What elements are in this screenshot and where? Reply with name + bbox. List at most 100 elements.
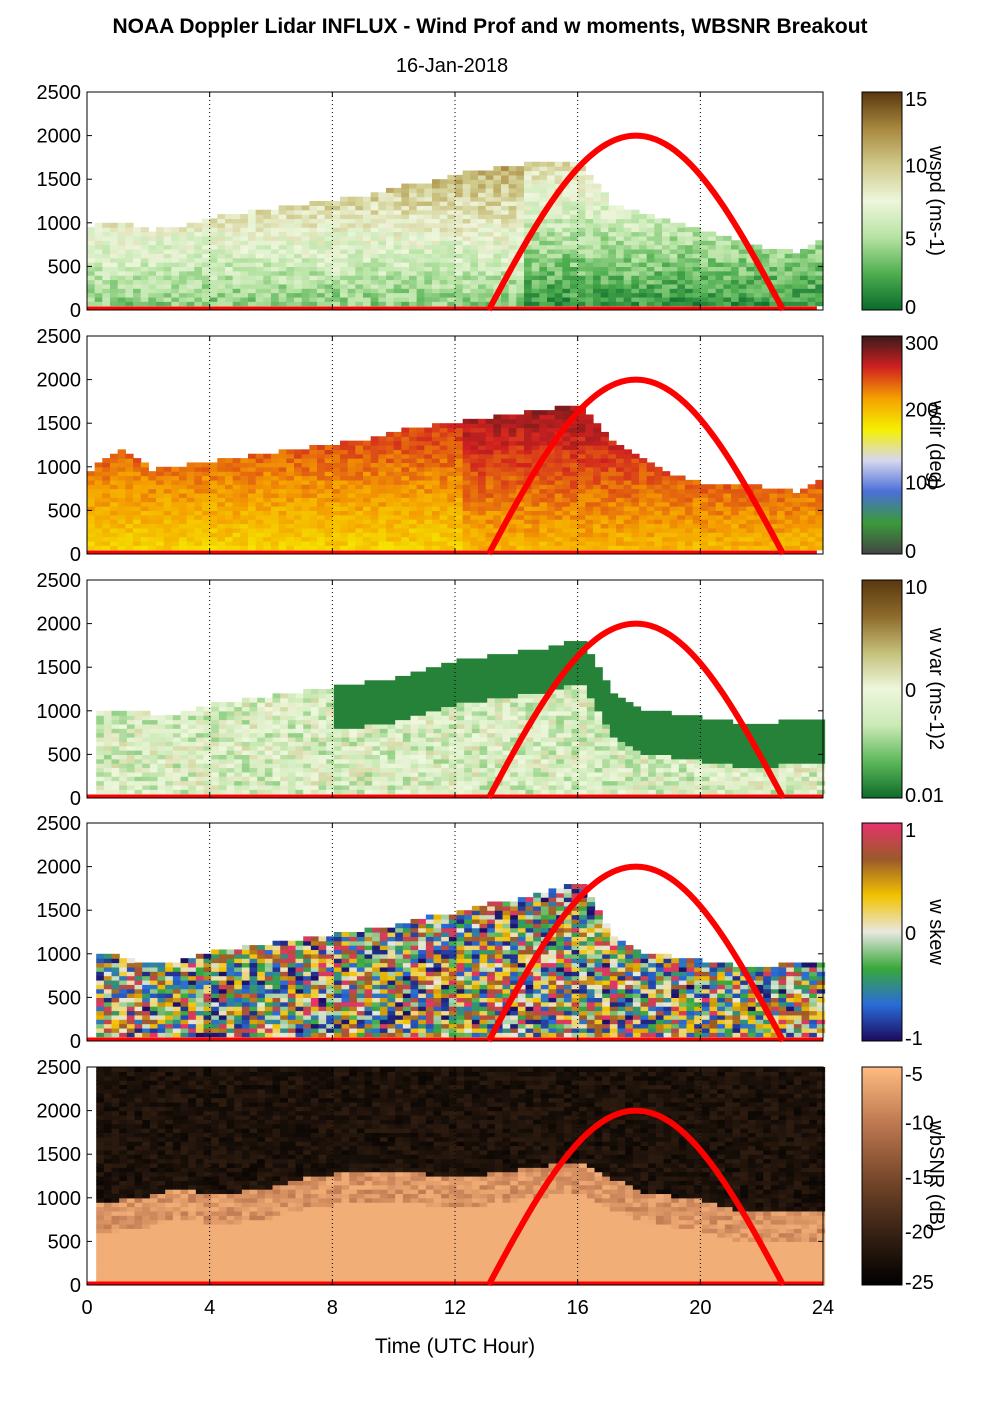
heatmap-cell <box>241 715 251 721</box>
heatmap-cell <box>194 270 203 276</box>
heatmap-cell <box>347 471 356 477</box>
heatmap-cell <box>110 506 119 511</box>
heatmap-cell <box>447 532 456 538</box>
heatmap-cell <box>280 710 289 716</box>
heatmap-cell <box>401 275 410 281</box>
heatmap-cell <box>125 466 134 472</box>
heatmap-cell <box>593 262 602 267</box>
heatmap-cell <box>623 475 632 481</box>
heatmap-cell <box>278 519 287 525</box>
heatmap-cell <box>516 436 525 442</box>
heatmap-cell <box>248 453 257 459</box>
heatmap-cell <box>240 475 249 481</box>
heatmap-cell <box>593 527 602 533</box>
heatmap-cell <box>409 183 418 189</box>
heatmap-cell <box>455 227 464 233</box>
heatmap-cell <box>516 235 525 241</box>
heatmap-cell <box>485 248 494 254</box>
heatmap-cell <box>110 275 119 281</box>
heatmap-cell <box>746 301 755 307</box>
heatmap-cell <box>447 510 456 516</box>
heatmap-cell <box>401 279 410 285</box>
heatmap-cell <box>478 440 487 446</box>
heatmap-cell <box>608 270 617 276</box>
heatmap-cell <box>616 266 625 272</box>
heatmap-cell <box>347 288 356 294</box>
heatmap-cell <box>815 262 824 267</box>
heatmap-cell <box>447 201 456 206</box>
heatmap-cell <box>677 497 686 503</box>
heatmap-cell <box>439 187 448 193</box>
heatmap-cell <box>226 776 235 782</box>
heatmap-cell <box>416 514 425 520</box>
heatmap-cell <box>148 497 157 503</box>
heatmap-cell <box>140 283 149 289</box>
heatmap-cell <box>401 536 410 542</box>
heatmap-cell <box>324 492 333 498</box>
heatmap-cell <box>280 693 289 699</box>
heatmap-cell <box>501 458 510 464</box>
heatmap-cell <box>723 266 732 272</box>
heatmap-cell <box>249 706 258 712</box>
heatmap-cell <box>416 209 425 215</box>
heatmap-cell <box>493 170 502 176</box>
heatmap-cell <box>217 484 226 490</box>
heatmap-cell <box>125 231 134 237</box>
heatmap-cell <box>478 240 487 246</box>
heatmap-cell <box>340 501 349 507</box>
colorbar <box>861 91 903 311</box>
heatmap-cell <box>264 697 274 703</box>
heatmap-cell <box>378 471 387 477</box>
heatmap-cell <box>424 292 433 298</box>
heatmap-cell <box>401 532 410 538</box>
heatmap-cell <box>669 288 678 294</box>
heatmap-cell <box>462 475 471 481</box>
heatmap-cell <box>378 514 387 520</box>
heatmap-cell <box>700 492 709 498</box>
heatmap-cell <box>455 445 464 450</box>
heatmap-cell <box>171 479 180 485</box>
y-tick-label: 1500 <box>37 413 82 435</box>
heatmap-cell <box>585 187 594 193</box>
heatmap-cell <box>94 231 103 237</box>
heatmap-cell <box>462 445 471 450</box>
heatmap-cell <box>439 248 448 254</box>
heatmap-cell <box>179 510 188 516</box>
heatmap-cell <box>508 292 517 298</box>
heatmap-cell <box>516 501 525 507</box>
heatmap-cell <box>309 506 318 511</box>
heatmap-cell <box>255 458 264 464</box>
heatmap-cell <box>455 423 464 429</box>
heatmap-cell <box>156 492 165 498</box>
heatmap-cell <box>324 253 333 259</box>
heatmap-cell <box>94 492 103 498</box>
heatmap-cell <box>232 479 241 485</box>
heatmap-cell <box>225 484 234 490</box>
heatmap-cell <box>271 209 280 215</box>
heatmap-cell <box>317 466 326 472</box>
heatmap-cell <box>409 506 418 511</box>
heatmap-cell <box>585 270 594 276</box>
heatmap-cell <box>439 479 448 485</box>
heatmap-cell <box>539 296 548 302</box>
heatmap-cell <box>401 545 410 551</box>
heatmap-cell <box>386 257 395 263</box>
heatmap-cell <box>248 296 257 302</box>
heatmap-cell <box>570 262 579 267</box>
heatmap-cell <box>117 240 126 246</box>
heatmap-cell <box>171 227 180 233</box>
heatmap-cell <box>562 205 571 211</box>
heatmap-cell <box>110 253 119 259</box>
heatmap-cell <box>194 484 203 490</box>
heatmap-cell <box>708 235 717 241</box>
heatmap-cell <box>654 279 663 285</box>
heatmap-cell <box>355 205 364 211</box>
heatmap-cell <box>317 283 326 289</box>
heatmap-cell <box>807 288 816 294</box>
heatmap-cell <box>248 266 257 272</box>
heatmap-cell <box>347 506 356 511</box>
heatmap-cell <box>248 257 257 263</box>
heatmap-cell <box>309 292 318 298</box>
heatmap-cell <box>508 218 517 224</box>
heatmap-cell <box>386 501 395 507</box>
